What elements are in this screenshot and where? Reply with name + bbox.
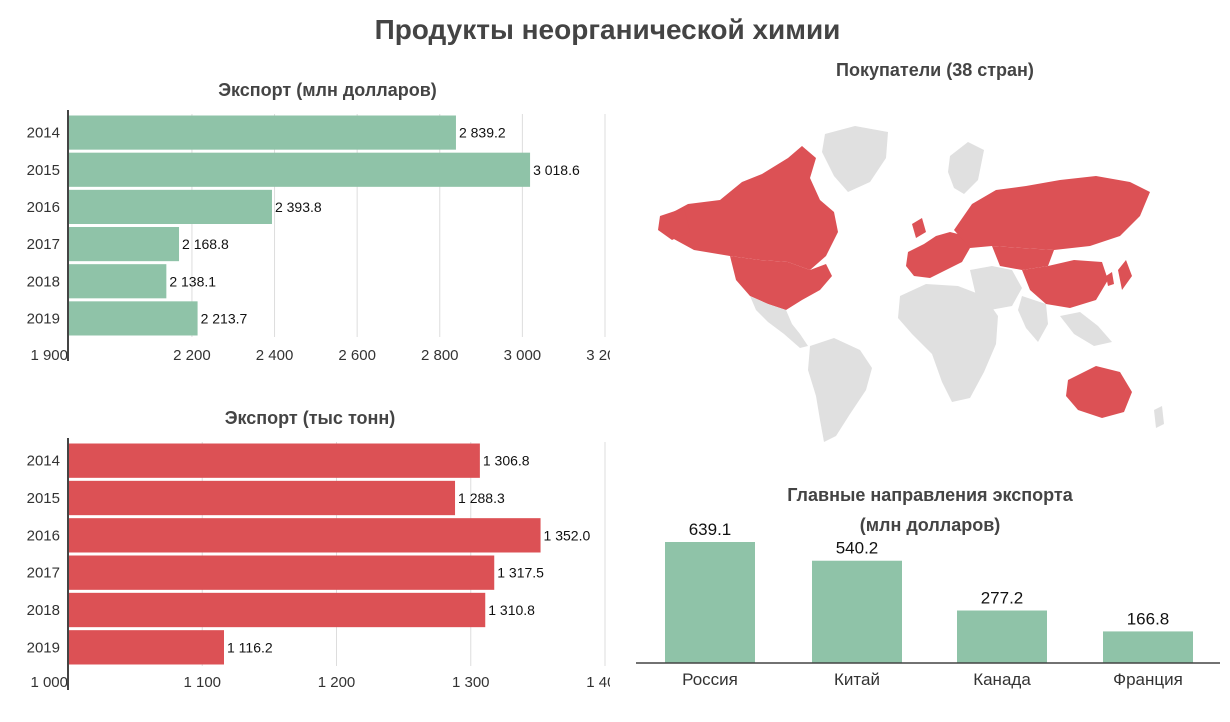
x-tick-label: 1 100 — [183, 674, 221, 691]
map-country-australia — [1066, 366, 1132, 418]
x-tick-label: 1 400 — [586, 674, 610, 691]
data-label: 2 213.7 — [201, 310, 248, 326]
data-label: 1 310.8 — [488, 602, 535, 618]
map-country-usa — [730, 256, 832, 310]
data-label: 2 839.2 — [459, 125, 506, 141]
x-tick-label: 3 000 — [504, 347, 542, 364]
data-label: 3 018.6 — [533, 162, 580, 178]
bar — [68, 518, 541, 553]
chart-title-top-destinations: Главные направления экспорта (млн доллар… — [645, 480, 1215, 540]
y-category-label: 2016 — [27, 527, 60, 544]
x-tick-label: 2 400 — [256, 347, 294, 364]
map-country-russia — [954, 176, 1150, 250]
data-label: 2 138.1 — [169, 273, 216, 289]
map-land-africa — [898, 284, 998, 402]
data-label: 277.2 — [981, 589, 1024, 608]
bar — [68, 480, 456, 516]
export-usd-chart: 1 900 2 200 2 400 2 600 2 800 3 000 3 200 2014 2… — [27, 110, 610, 364]
world-map — [658, 126, 1164, 442]
map-title: Покупатели (38 стран) — [836, 60, 1034, 80]
y-category-label: 2014 — [27, 125, 60, 142]
y-category-label: 2019 — [27, 310, 60, 327]
map-land-kazakhstan — [992, 246, 1054, 270]
map-land-se-asia — [1060, 312, 1112, 346]
bar — [68, 443, 480, 478]
x-category-label: Канада — [973, 670, 1031, 689]
x-tick-label: 1 200 — [318, 674, 356, 691]
bar — [957, 610, 1047, 663]
bar — [68, 555, 495, 590]
y-category-label: 2016 — [27, 199, 60, 216]
chart-title-export-usd: Экспорт (млн долларов) — [218, 80, 437, 100]
export-tons-chart: 1 000 1 100 1 200 1 300 1 400 2014 1 306.8 2015… — [27, 438, 610, 691]
data-label: 2 393.8 — [275, 199, 322, 215]
data-label: 166.8 — [1127, 609, 1170, 628]
bar — [68, 630, 224, 665]
map-country-korea — [1106, 272, 1114, 286]
bar — [68, 189, 272, 224]
bar — [665, 542, 755, 663]
y-category-label: 2018 — [27, 602, 60, 619]
x-tick-label: 2 600 — [338, 347, 376, 364]
data-label: 1 317.5 — [497, 565, 544, 581]
y-category-label: 2017 — [27, 565, 60, 582]
bar — [1103, 631, 1193, 663]
data-label: 1 288.3 — [458, 490, 505, 506]
map-land-alaska — [658, 208, 690, 240]
map-country-china — [1022, 260, 1108, 308]
map-land-india — [1018, 296, 1048, 342]
x-category-label: Франция — [1113, 670, 1183, 689]
x-category-label: Китай — [834, 670, 880, 689]
x-tick-label: 3 200 — [586, 347, 610, 364]
data-label: 540.2 — [836, 539, 879, 558]
data-label: 1 116.2 — [227, 639, 273, 655]
x-tick-label: 2 800 — [421, 347, 459, 364]
y-category-label: 2017 — [27, 236, 60, 253]
x-tick-label: 1 300 — [452, 674, 490, 691]
map-country-scandinavia — [948, 142, 984, 194]
data-label: 1 306.8 — [483, 453, 530, 469]
y-category-label: 2015 — [27, 162, 60, 179]
chart-subtitle-line: (млн долларов) — [859, 515, 1001, 535]
x-tick-label: 1 900 — [30, 347, 68, 364]
bar — [812, 560, 902, 663]
map-country-japan — [1118, 260, 1132, 290]
y-category-label: 2015 — [27, 490, 60, 507]
bar — [68, 264, 167, 299]
x-tick-label: 1 000 — [30, 674, 68, 691]
y-category-label: 2019 — [27, 639, 60, 656]
chart-title-export-tons: Экспорт (тыс тонн) — [224, 408, 396, 428]
map-land-mexico — [750, 296, 808, 348]
map-land-middle-east — [970, 266, 1022, 310]
data-label: 2 168.8 — [182, 236, 229, 252]
bar — [68, 592, 486, 628]
y-category-label: 2014 — [27, 453, 60, 470]
map-land-south-america — [808, 338, 872, 442]
top-destinations-chart: 639.1 Россия 540.2 Китай 277.2 Канада 166.8 Фра… — [636, 520, 1220, 689]
page-title: Продукты неорганической химии — [374, 14, 841, 45]
data-label: 1 352.0 — [544, 527, 591, 543]
map-country-europe-buyers — [906, 232, 970, 278]
map-land-greenland — [822, 126, 888, 192]
chart-title-line: Главные направления экспорта — [787, 485, 1073, 505]
bar — [68, 152, 531, 187]
bar — [68, 301, 198, 336]
map-country-new-zealand — [1154, 406, 1164, 428]
map-country-canada — [662, 146, 838, 270]
bar — [68, 115, 456, 150]
x-category-label: Россия — [682, 670, 738, 689]
bar — [68, 227, 180, 262]
y-category-label: 2018 — [27, 273, 60, 290]
map-country-uk — [912, 218, 926, 238]
x-tick-label: 2 200 — [173, 347, 211, 364]
data-label: 639.1 — [689, 520, 732, 539]
